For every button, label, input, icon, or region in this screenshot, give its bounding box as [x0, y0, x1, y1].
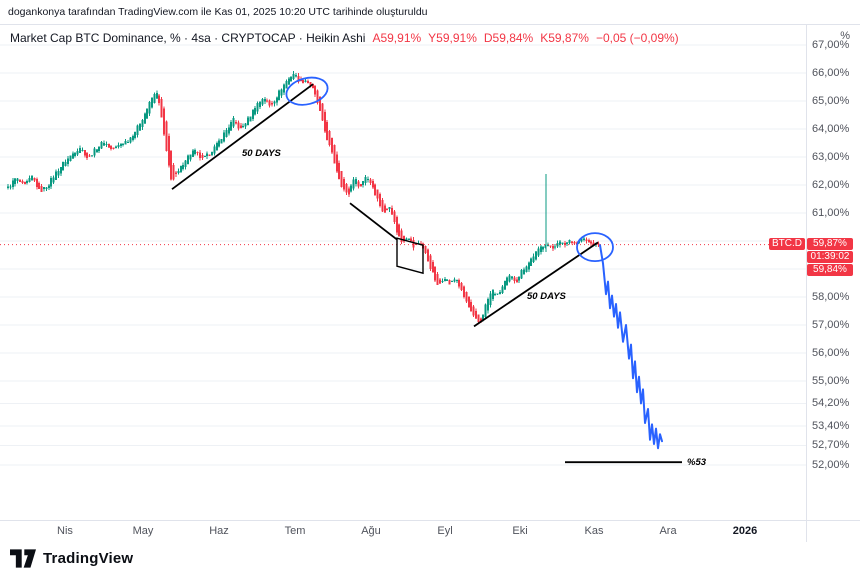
heikin-ashi-candles	[7, 71, 600, 324]
trader-annotations[interactable]: 50 DAYS 50 DAYS %53	[171, 74, 707, 469]
time-axis-label: Tem	[284, 525, 306, 537]
time-axis-label: May	[132, 525, 154, 537]
countdown-badge: 01:39:02	[807, 251, 853, 263]
time-axis-label: Haz	[209, 525, 229, 537]
axis-borders	[0, 24, 860, 542]
price-axis-label: 52,00%	[812, 459, 850, 471]
trendline-label: 50 DAYS	[242, 148, 282, 159]
time-axis-label: Eyl	[437, 525, 453, 537]
time-axis-label: Kas	[584, 525, 604, 537]
time-axis[interactable]: Nis May Haz Tem Ağu Eyl Eki Kas Ara 2026	[0, 520, 806, 542]
price-axis-label: 62,00%	[812, 179, 850, 191]
ellipse-annotation[interactable]	[576, 232, 614, 263]
price-axis-label: 66,00%	[812, 67, 850, 79]
ohlc-value-A: A59,91%	[372, 31, 422, 45]
time-axis-label: Ara	[659, 525, 677, 537]
support-line-label: %53	[687, 457, 707, 468]
tradingview-logo-text: TradingView	[43, 550, 134, 567]
price-axis-label: 52,70%	[812, 439, 850, 452]
price-axis-label: 53,40%	[812, 419, 850, 432]
ohlc-value-K: K59,87%	[540, 31, 589, 45]
price-axis-label: 65,00%	[812, 95, 850, 107]
price-axis-label: 64,00%	[812, 123, 850, 135]
tradingview-logo-icon	[10, 549, 36, 568]
price-axis-unit: %	[840, 30, 850, 42]
price-badges: BTC.D 59,87% 01:39:02 59,84%	[769, 238, 853, 276]
trendline-annotation[interactable]	[349, 202, 398, 241]
trendline-annotation[interactable]	[171, 83, 314, 190]
ohlc-value-Y: Y59,91%	[428, 31, 477, 45]
ohlc-values: A59,91% Y59,91% D59,84% K59,87%	[365, 31, 588, 45]
trendline-label: 50 DAYS	[527, 291, 567, 302]
channel-annotation[interactable]	[396, 237, 424, 275]
time-axis-label: Eki	[512, 525, 528, 537]
price-axis-label: 58,00%	[812, 291, 850, 303]
trendline-annotation[interactable]	[473, 241, 599, 328]
tradingview-logo[interactable]: TradingView	[10, 549, 133, 568]
symbol-badge: BTC.D	[769, 238, 805, 250]
price-axis-label: 54,20%	[812, 397, 850, 410]
time-axis-label: 2026	[732, 525, 758, 537]
current-price-badge: 59,87%	[807, 238, 853, 250]
footer: TradingView	[10, 549, 133, 568]
price-axis-label: 57,00%	[812, 319, 850, 331]
ellipse-annotation[interactable]	[283, 74, 330, 109]
price-axis-label: 61,00%	[812, 207, 850, 219]
attribution-text: dogankonya tarafından TradingView.com il…	[8, 6, 428, 18]
price-axis-label: 55,00%	[812, 375, 850, 387]
secondary-price-badge: 59,84%	[807, 264, 853, 276]
grid-lines	[0, 44, 806, 466]
price-axis-label: 56,00%	[812, 347, 850, 359]
projection-path-annotation[interactable]	[599, 244, 663, 450]
price-axis-label: 63,00%	[812, 151, 850, 163]
time-axis-label: Nis	[57, 525, 73, 537]
ohlc-value-D: D59,84%	[483, 31, 534, 45]
price-axis[interactable]: 67,00% 66,00% 65,00% 64,00% 63,00% 62,00% 61,0…	[806, 0, 860, 584]
time-axis-label: Ağu	[361, 525, 381, 537]
symbol-description[interactable]: Market Cap BTC Dominance, % · 4sa · CRYP…	[10, 31, 366, 45]
price-axis-label: 67,00%	[812, 39, 850, 51]
price-change: −0,05 (−0,09%)	[595, 31, 679, 45]
chart-legend: Market Cap BTC Dominance, % · 4sa · CRYP…	[10, 31, 679, 45]
